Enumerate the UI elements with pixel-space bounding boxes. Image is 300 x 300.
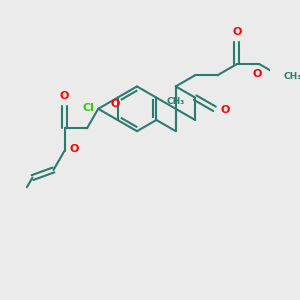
Text: O: O [220,105,230,115]
Text: O: O [60,91,69,101]
Text: O: O [232,27,242,37]
Text: O: O [110,99,119,109]
Text: CH₃: CH₃ [167,97,185,106]
Text: Cl: Cl [82,103,94,113]
Text: O: O [70,143,79,154]
Text: CH₃: CH₃ [284,72,300,81]
Text: O: O [253,69,262,79]
